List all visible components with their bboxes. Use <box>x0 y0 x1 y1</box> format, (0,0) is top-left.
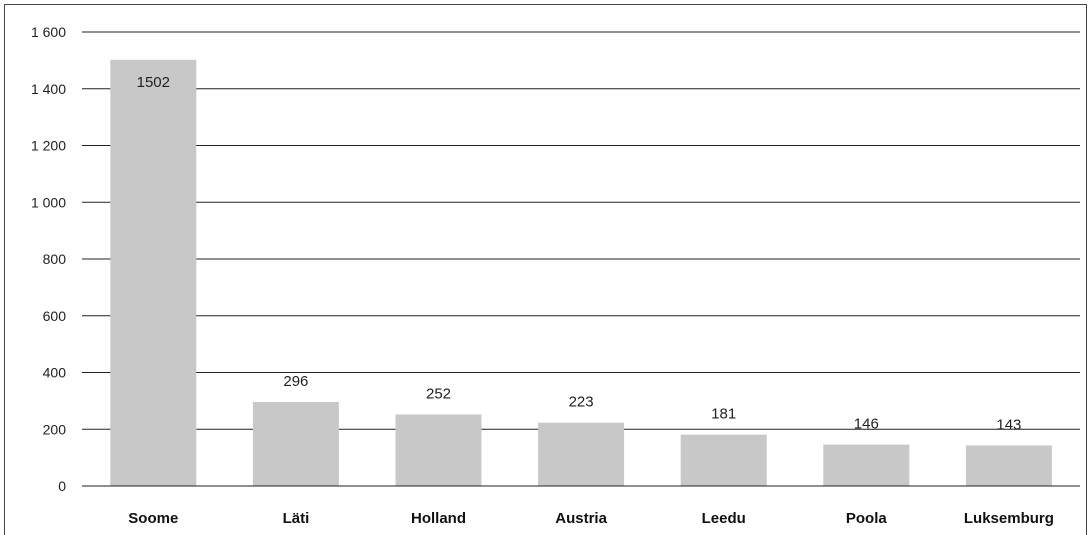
bar-luksemburg <box>965 445 1052 486</box>
x-category-label: Soome <box>128 510 178 527</box>
y-tick-label: 0 <box>58 478 66 494</box>
x-category-label: Austria <box>555 510 607 527</box>
data-label: 143 <box>996 416 1021 433</box>
x-axis-labels: Soome Läti Holland Austria Leedu Poola Luksemb… <box>128 510 1054 527</box>
bar-leedu <box>680 434 767 486</box>
y-tick-label: 1 200 <box>31 138 66 154</box>
bar-holland <box>395 414 482 486</box>
bar-poola <box>823 444 910 486</box>
y-tick-label: 400 <box>43 365 67 381</box>
y-tick-label: 1 000 <box>31 194 66 210</box>
y-tick-label: 1 600 <box>31 24 66 40</box>
y-tick-label: 600 <box>43 308 67 324</box>
x-category-label: Poola <box>846 510 887 527</box>
y-tick-label: 1 400 <box>31 81 66 97</box>
x-category-label: Holland <box>411 510 466 527</box>
x-category-label: Leedu <box>702 510 746 527</box>
gridlines <box>82 31 1080 487</box>
data-label: 181 <box>711 406 736 423</box>
bar-austria <box>538 422 625 486</box>
data-label: 296 <box>283 373 308 390</box>
y-axis-ticks: 0 200 400 600 800 1 000 1 200 1 400 1 600 <box>31 24 66 494</box>
chart-frame <box>4 4 1087 535</box>
x-category-label: Luksemburg <box>964 510 1054 527</box>
data-label: 252 <box>426 385 451 402</box>
data-label: 1502 <box>137 74 170 91</box>
bar-soome <box>110 59 197 487</box>
x-category-label: Läti <box>283 510 310 527</box>
bars <box>110 59 1052 487</box>
data-label: 146 <box>854 416 879 433</box>
y-tick-label: 200 <box>43 421 67 437</box>
y-tick-label: 800 <box>43 251 67 267</box>
bar-läti <box>252 402 339 486</box>
data-label: 223 <box>569 394 594 411</box>
data-labels: 1502 296 252 223 181 146 143 <box>137 74 1022 434</box>
